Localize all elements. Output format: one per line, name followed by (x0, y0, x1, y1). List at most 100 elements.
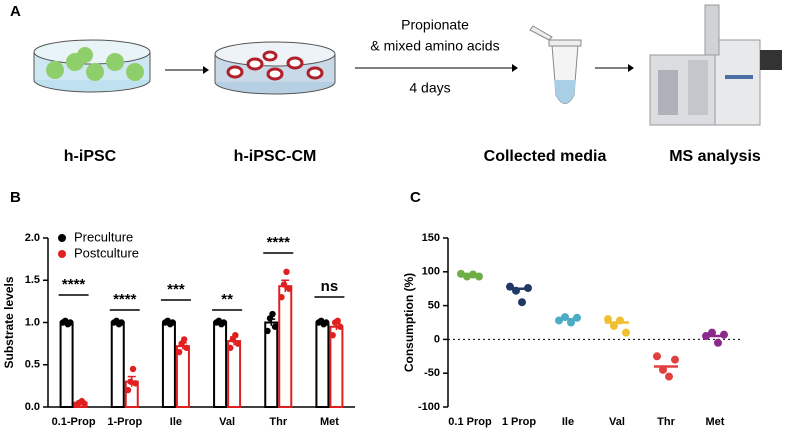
y-axis-label: Consumption (%) (402, 273, 416, 372)
data-point (457, 269, 465, 278)
significance-label: **** (113, 291, 137, 308)
data-point (183, 344, 190, 352)
data-point (567, 318, 575, 327)
x-tick-label: 1 Prop (502, 416, 537, 428)
x-tick-label: Met (320, 416, 339, 428)
data-point (283, 268, 290, 275)
data-point (169, 319, 176, 326)
data-point (269, 310, 276, 318)
significance-label: ns (321, 278, 339, 295)
y-tick-label: -50 (424, 367, 440, 379)
bar (329, 325, 344, 409)
data-point (512, 286, 520, 295)
x-tick-label: Ile (170, 416, 182, 428)
data-point (573, 313, 581, 322)
data-point (127, 378, 134, 385)
significance-label: ** (221, 291, 233, 308)
panel-label: A (10, 3, 21, 20)
data-point (475, 272, 483, 281)
data-point (555, 316, 563, 325)
x-tick-label: Thr (269, 416, 287, 428)
data-point (227, 344, 234, 352)
y-tick-label: 0.0 (25, 401, 40, 413)
data-point (271, 323, 279, 330)
data-point (714, 338, 722, 347)
data-point (234, 340, 242, 347)
data-point (81, 400, 88, 407)
data-point (671, 355, 679, 364)
data-point (220, 319, 228, 326)
tube (529, 25, 582, 104)
data-point (124, 386, 132, 394)
arrow-head (203, 66, 209, 74)
data-point (336, 323, 344, 330)
legend-label: Preculture (74, 229, 133, 244)
data-point (561, 313, 569, 322)
bar (59, 321, 74, 408)
step-label: h-iPSC-CM (234, 148, 317, 165)
y-tick-label: 1.0 (25, 316, 40, 328)
data-point (322, 319, 330, 326)
y-tick-label: 0.5 (25, 359, 40, 371)
y-tick-label: 50 (428, 300, 440, 312)
data-point (665, 372, 673, 381)
bar (213, 321, 228, 408)
data-point (653, 352, 661, 361)
x-tick-label: Val (219, 416, 235, 428)
step-label: MS analysis (669, 148, 761, 165)
duration: 4 days (409, 80, 450, 96)
data-point (610, 321, 618, 330)
data-point (280, 281, 288, 288)
bar (315, 321, 330, 408)
data-point (264, 327, 271, 335)
bar (175, 345, 190, 409)
data-point (67, 319, 74, 326)
data-point (285, 285, 293, 292)
data-point (232, 331, 239, 339)
x-tick-label: Val (609, 416, 625, 428)
panel-label: B (10, 189, 21, 206)
step-label: Collected media (484, 148, 607, 165)
data-point (720, 330, 728, 339)
bar (278, 285, 293, 409)
data-point (518, 298, 526, 307)
data-point (329, 331, 336, 339)
data-point (469, 270, 477, 279)
y-tick-label: 150 (422, 232, 440, 244)
bar (110, 321, 125, 408)
legend-marker (58, 234, 66, 242)
y-tick-label: -100 (418, 401, 440, 413)
data-point (622, 328, 630, 337)
data-point (506, 282, 514, 291)
arrow-head (628, 64, 634, 72)
x-tick-label: Met (706, 416, 725, 428)
significance-label: *** (167, 281, 185, 298)
y-tick-label: 2.0 (25, 232, 40, 244)
legend-marker (58, 250, 66, 258)
treatment-line: Propionate (401, 17, 469, 33)
y-axis-label: Substrate levels (2, 276, 16, 368)
data-point (180, 336, 188, 343)
x-tick-label: Thr (657, 416, 675, 428)
data-point (524, 284, 532, 293)
dish-ipsc (33, 39, 151, 93)
significance-label: **** (62, 276, 86, 293)
data-point (175, 348, 183, 356)
y-tick-label: 0 (434, 333, 440, 345)
data-point (118, 319, 125, 326)
treatment-line: & mixed amino acids (370, 38, 499, 54)
data-point (604, 315, 612, 324)
ms-instrument (649, 4, 782, 126)
x-tick-label: 0.1-Prop (52, 416, 96, 428)
data-point (132, 380, 139, 387)
data-point (334, 317, 341, 325)
step-label: h-iPSC (64, 148, 117, 165)
bar (161, 321, 176, 408)
charts: B 0.0 0.5 1.0 1.5 2.0 Substrate levels 0.1-Prop… (2, 189, 740, 428)
x-tick-label: 1-Prop (107, 416, 142, 428)
arrow-head (512, 64, 518, 72)
y-tick-label: 1.5 (25, 274, 40, 286)
y-tick-label: 100 (422, 266, 440, 278)
panel-label: C (410, 189, 421, 206)
data-point (708, 328, 716, 337)
